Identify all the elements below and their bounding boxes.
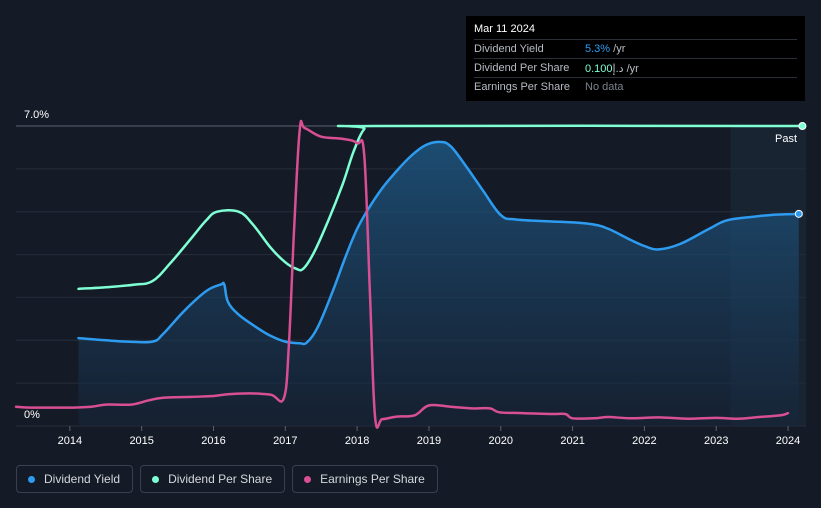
legend-item-dividend-per-share[interactable]: Dividend Per Share (140, 465, 286, 493)
line-layer (14, 119, 804, 429)
series-line-dividend-per-share (77, 124, 804, 291)
legend-label: Dividend Per Share (168, 472, 273, 486)
y-axis-max-label: 7.0% (24, 109, 49, 121)
tooltip-row-dividend-per-share: Dividend Per Share 0.100د.إ /yr (474, 58, 797, 77)
dividend-per-share-unit: /yr (623, 62, 639, 75)
legend-dot-icon (152, 475, 160, 483)
tooltip-label: Earnings Per Share (474, 81, 570, 93)
legend-dot-icon (28, 475, 35, 483)
tooltip-date: Mar 11 2024 (474, 23, 535, 35)
x-tick-label: 2018 (345, 435, 369, 447)
earnings-per-share-value: No data (585, 81, 624, 93)
y-axis-min-label: 0% (24, 409, 40, 421)
tooltip-row-earnings-per-share: Earnings Per Share No data (474, 77, 797, 96)
dividend-per-share-value: 0.100 (585, 62, 613, 75)
legend: Dividend Yield Dividend Per Share Earnin… (16, 465, 438, 493)
marker-layer (794, 122, 807, 218)
x-tick-label: 2023 (704, 435, 728, 447)
currency-label: د.إ (612, 62, 624, 75)
legend-item-earnings-per-share[interactable]: Earnings Per Share (292, 465, 438, 493)
legend-item-dividend-yield[interactable]: Dividend Yield (16, 465, 134, 493)
tooltip-label: Dividend Yield (474, 43, 544, 55)
x-axis: 2014 2015 2016 2017 2018 2019 2020 2021 2022 2023… (58, 426, 800, 447)
series-line-dividend-yield (77, 140, 801, 346)
legend-label: Dividend Yield (44, 472, 121, 486)
series-line-earnings-per-share (14, 119, 790, 429)
x-tick-label: 2017 (273, 435, 297, 447)
legend-dot-icon (304, 475, 312, 483)
x-tick-label: 2022 (632, 435, 656, 447)
dividend-yield-value: 5.3% (585, 43, 611, 55)
x-tick-label: 2014 (58, 435, 82, 447)
end-marker-dividend-per-share (798, 122, 807, 130)
area-layer (78, 141, 799, 426)
end-marker-dividend-yield (794, 209, 803, 218)
tooltip-value: 5.3% /yr (585, 43, 625, 55)
x-tick-label: 2016 (201, 435, 225, 447)
tooltip-value: 0.100د.إ /yr (585, 62, 639, 75)
x-tick-label: 2015 (129, 435, 153, 447)
x-tick-label: 2019 (417, 435, 441, 447)
x-tick-label: 2021 (560, 435, 584, 447)
tooltip-row-dividend-yield: Dividend Yield 5.3% /yr (474, 39, 797, 58)
x-tick-label: 2020 (489, 435, 513, 447)
dividend-yield-unit: /yr (610, 43, 626, 55)
tooltip-label: Dividend Per Share (474, 62, 570, 74)
series-area-dividend-yield (78, 141, 799, 426)
tooltip: Mar 11 2024 Dividend Yield 5.3% /yr Divi… (466, 16, 805, 101)
legend-label: Earnings Per Share (320, 472, 425, 486)
past-label: Past (775, 133, 797, 145)
x-tick-label: 2024 (776, 435, 800, 447)
